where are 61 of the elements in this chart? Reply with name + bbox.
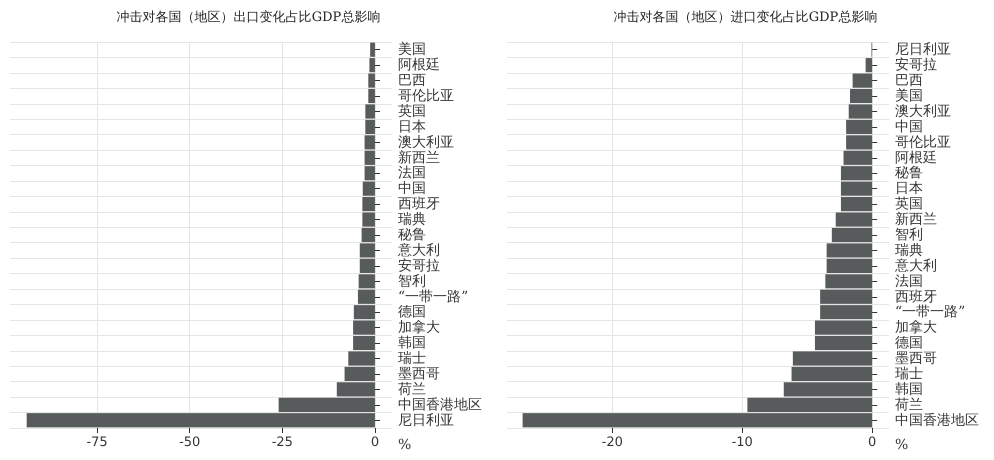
y-tick-label: 美国 [398, 42, 426, 58]
y-tick-label: 荷兰 [398, 381, 426, 398]
y-tick-label: “一带一路” [398, 288, 468, 305]
y-tick-label: 瑞士 [398, 350, 426, 367]
x-tick-label: 0 [370, 435, 380, 450]
y-tick-label: 尼日利亚 [895, 42, 951, 58]
y-tick-label: 秘鲁 [895, 165, 923, 182]
y-tick-label: 中国香港地区 [398, 396, 482, 413]
y-tick-label: 新西兰 [398, 150, 440, 166]
y-tick-label: 瑞士 [895, 366, 923, 382]
y-tick-label: 英国 [895, 196, 923, 212]
y-tick-label: 德国 [895, 335, 923, 352]
y-tick-label: 巴西 [895, 72, 923, 89]
y-tick-label: 哥伦比亚 [895, 134, 951, 150]
y-tick-label: 美国 [895, 88, 923, 104]
y-tick-label: 德国 [398, 304, 426, 320]
x-tick-label: -75 [86, 435, 108, 450]
y-tick-label: 瑞典 [398, 212, 426, 228]
x-tick-label: -20 [602, 435, 623, 450]
y-tick-label: 尼日利亚 [398, 412, 454, 428]
y-tick-label: 中国 [398, 180, 426, 197]
y-tick-label: 巴西 [398, 72, 426, 89]
y-tick-label: 西班牙 [398, 196, 440, 212]
x-axis-title: % [895, 437, 908, 453]
y-tick-label: 加拿大 [398, 320, 440, 336]
x-tick-label: 0 [868, 435, 876, 450]
y-tick-label: 瑞典 [895, 242, 923, 258]
x-axis-title: % [398, 437, 412, 453]
y-tick-label: 阿根廷 [398, 57, 440, 74]
chart-title: 冲击对各国（地区）出口变化占比GDP总影响 [116, 10, 380, 25]
y-tick-label: 英国 [398, 103, 426, 120]
chart-title: 冲击对各国（地区）进口变化占比GDP总影响 [614, 10, 878, 25]
y-tick-label: 荷兰 [895, 396, 923, 413]
y-tick-label: 阿根廷 [895, 150, 937, 166]
y-tick-label: 哥伦比亚 [398, 88, 454, 104]
y-tick-label: “一带一路” [895, 304, 966, 320]
y-tick-label: 日本 [895, 180, 923, 197]
x-tick-label: -50 [179, 435, 200, 450]
y-tick-label: 秘鲁 [398, 227, 426, 243]
y-tick-label: 中国 [895, 118, 923, 135]
y-tick-label: 意大利 [894, 258, 937, 274]
y-tick-label: 中国香港地区 [895, 412, 979, 428]
y-tick-label: 智利 [398, 273, 426, 290]
x-tick-label: -25 [272, 435, 293, 450]
y-tick-label: 墨西哥 [398, 366, 440, 382]
y-tick-label: 意大利 [397, 242, 440, 258]
y-tick-label: 澳大利亚 [895, 103, 951, 120]
y-tick-label: 澳大利亚 [398, 134, 454, 150]
y-tick-label: 安哥拉 [398, 258, 440, 274]
y-tick-label: 墨西哥 [895, 350, 937, 367]
y-tick-label: 韩国 [398, 335, 426, 352]
y-tick-label: 日本 [398, 118, 426, 135]
y-tick-label: 西班牙 [895, 288, 937, 305]
y-tick-label: 韩国 [895, 381, 923, 398]
x-tick-label: -10 [732, 435, 753, 450]
y-tick-label: 加拿大 [895, 320, 937, 336]
y-tick-label: 安哥拉 [895, 57, 937, 74]
y-tick-label: 智利 [895, 227, 923, 243]
y-tick-label: 新西兰 [895, 212, 937, 228]
y-tick-label: 法国 [398, 165, 426, 182]
y-tick-label: 法国 [895, 273, 923, 290]
